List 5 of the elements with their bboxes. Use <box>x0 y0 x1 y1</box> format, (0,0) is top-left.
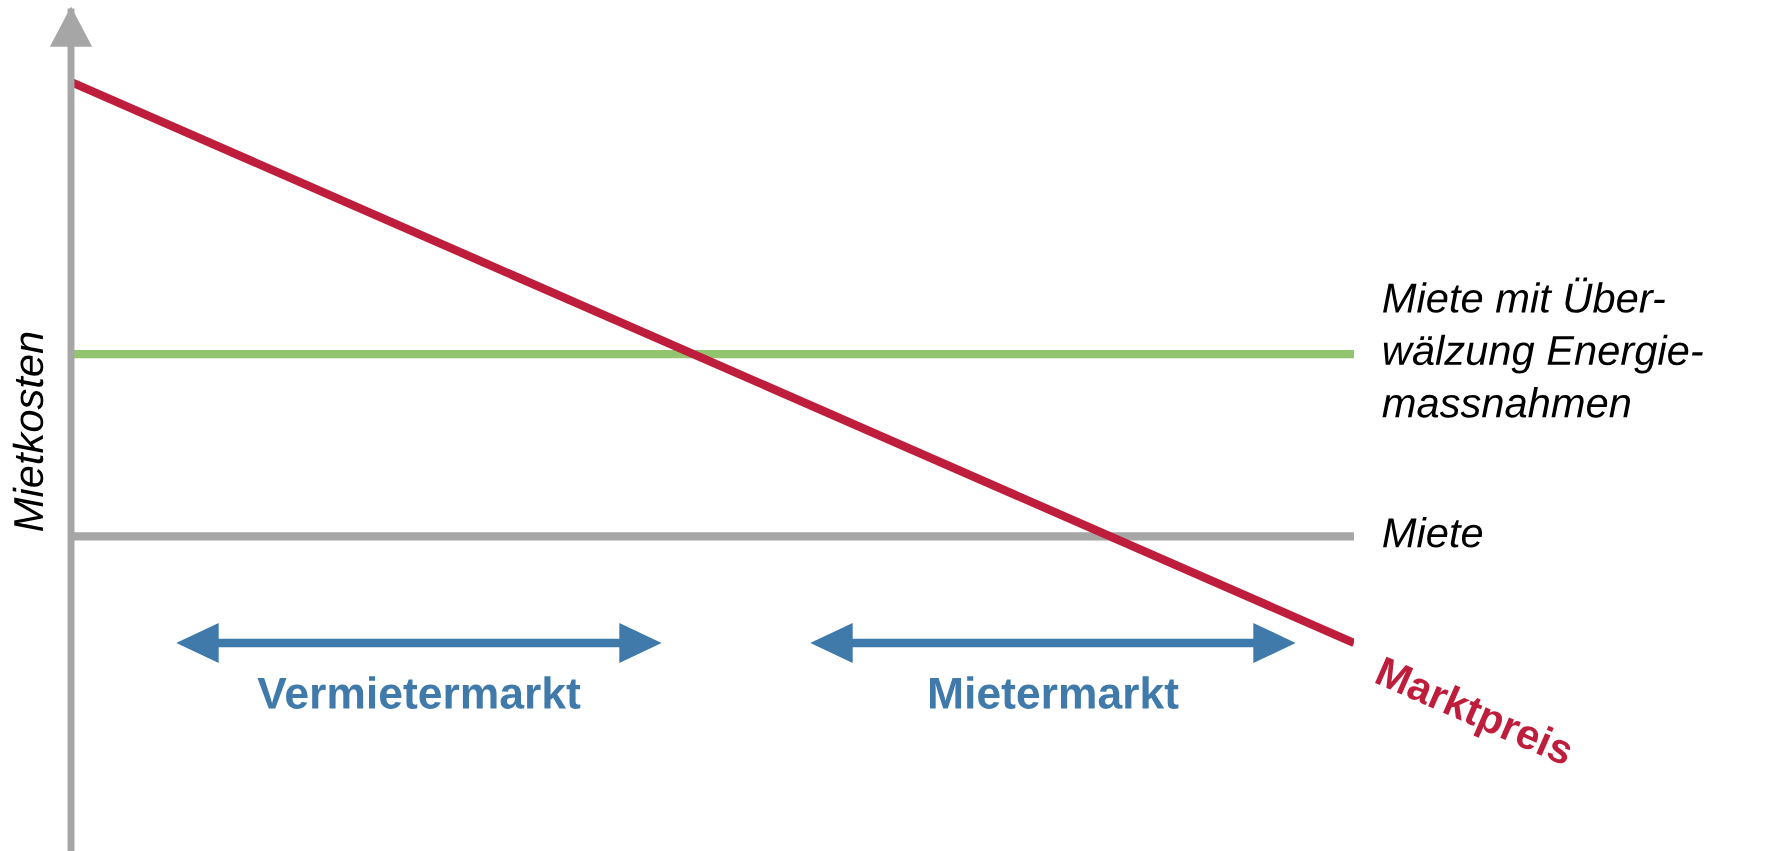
series-label: Miete mit Über- wälzung Energie- massnahmen <box>1382 277 1703 418</box>
text: Vermietermarkt <box>257 676 581 709</box>
y-axis-title: Mietkosten <box>12 332 44 531</box>
series-label: Miete <box>1383 516 1483 548</box>
text: Mietermarkt <box>930 676 1179 709</box>
